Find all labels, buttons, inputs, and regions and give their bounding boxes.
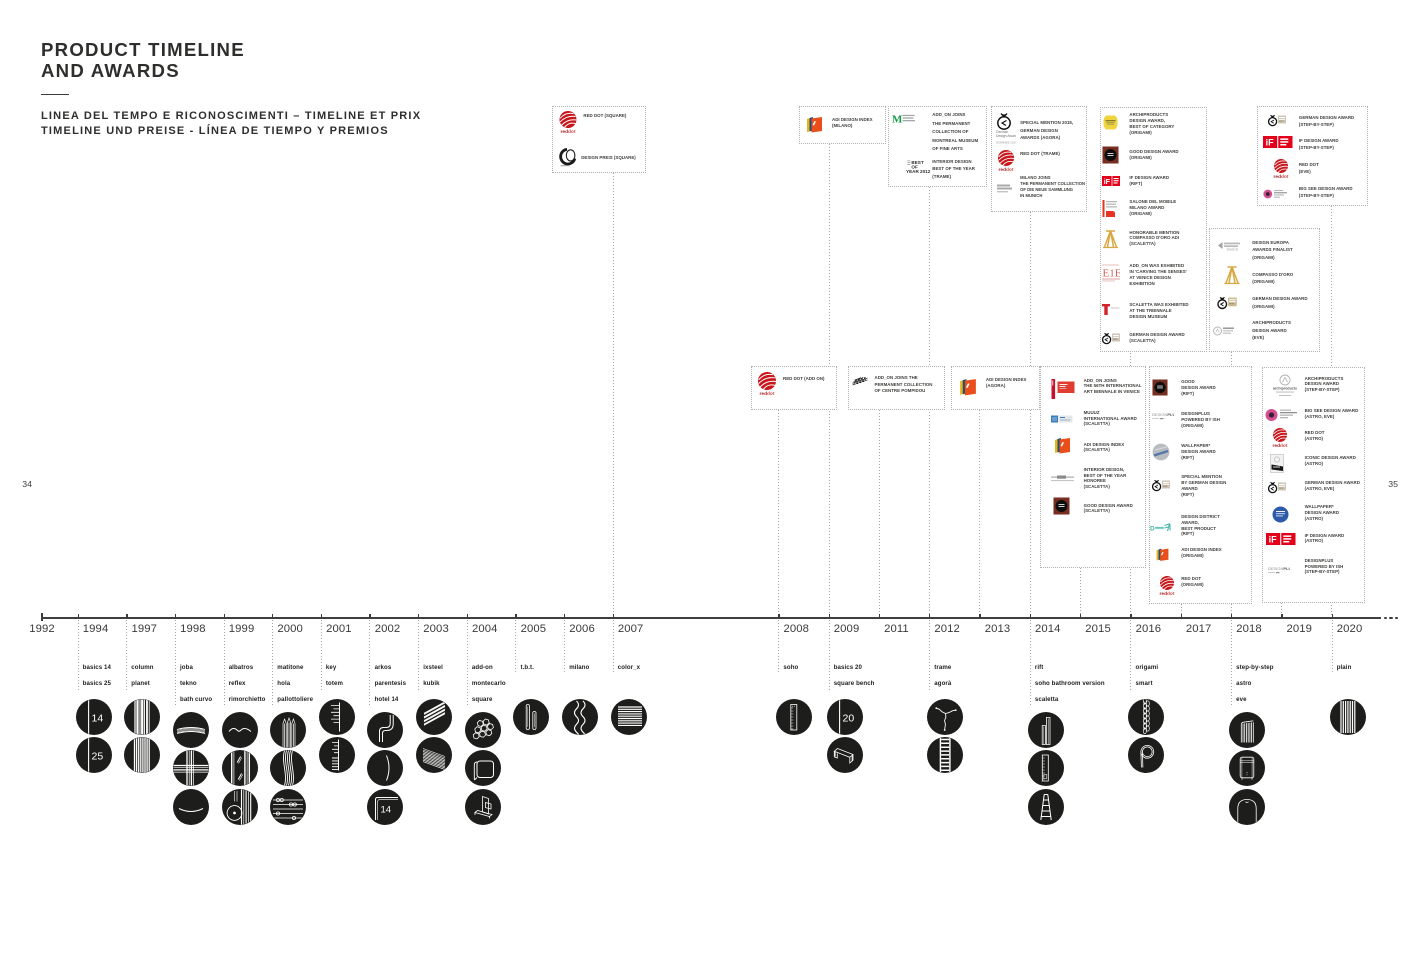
svg-text:German: German [996,130,1008,134]
svg-text:14: 14 [91,713,103,725]
svg-text:reddot: reddot [1274,175,1289,180]
svg-text:iF: iF [1266,137,1275,147]
svg-text:finalist: finalist [1227,246,1239,250]
svg-text:DESIGNPLUS: DESIGNPLUS [1268,566,1290,571]
svg-text:reddot: reddot [998,167,1013,172]
svg-text:BEST: BEST [911,160,923,165]
svg-text:20: 20 [842,713,854,725]
svg-text:reddot: reddot [759,391,774,396]
svg-text:NOMINEE 2014: NOMINEE 2014 [996,140,1016,144]
svg-text:reddot: reddot [1159,591,1174,596]
svg-text:14: 14 [381,804,392,815]
svg-text:D: D [1150,525,1155,532]
svg-text:archiproducts: archiproducts [1273,387,1297,391]
svg-text:iF: iF [1269,535,1278,545]
svg-text:M: M [892,113,903,124]
svg-text:iF: iF [1103,177,1110,186]
svg-text:DESIGNPLUS: DESIGNPLUS [1152,412,1174,417]
svg-text:25: 25 [91,751,103,763]
svg-text:OF: OF [911,165,918,170]
svg-text:YEAR 2012: YEAR 2012 [906,169,931,174]
svg-text:reddot: reddot [560,129,575,134]
svg-text:Design Award: Design Award [996,134,1016,138]
svg-text:E1E: E1E [1102,267,1120,279]
svg-text:reddot: reddot [1273,444,1288,449]
